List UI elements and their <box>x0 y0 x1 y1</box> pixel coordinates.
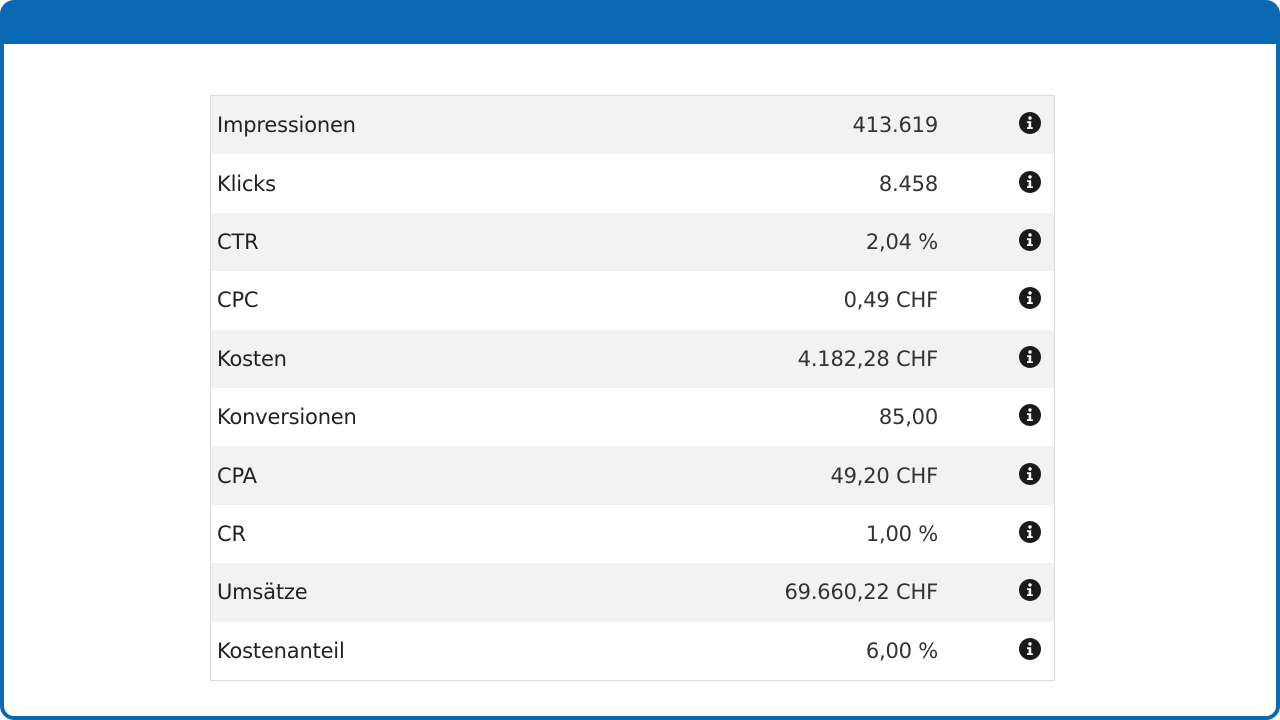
content-area: Impressionen 413.619 Klicks 8.458 CTR 2,… <box>4 44 1276 716</box>
info-icon[interactable] <box>1019 637 1041 660</box>
metric-label: Klicks <box>217 171 276 196</box>
info-icon[interactable] <box>1019 345 1041 368</box>
info-icon[interactable] <box>1019 112 1041 135</box>
info-icon[interactable] <box>1019 404 1041 427</box>
table-row-ctr: CTR 2,04 % <box>211 212 1054 272</box>
info-icon[interactable] <box>1019 520 1041 543</box>
table-row-umsaetze: Umsätze 69.660,22 CHF <box>211 563 1054 622</box>
metric-label: Konversionen <box>217 405 357 430</box>
metric-label: Kosten <box>217 346 287 371</box>
table-row-cr: CR 1,00 % <box>211 504 1054 564</box>
metric-value: 0,49 CHF <box>843 288 939 313</box>
metric-value: 85,00 <box>878 405 938 430</box>
metric-value: 4.182,28 CHF <box>797 346 939 371</box>
metric-value: 413.619 <box>852 113 939 138</box>
metric-label: CR <box>217 521 246 546</box>
metric-label: Impressionen <box>217 113 356 138</box>
metrics-table: Impressionen 413.619 Klicks 8.458 CTR 2,… <box>210 95 1055 681</box>
metric-label: CPA <box>217 463 257 488</box>
metric-value: 2,04 % <box>865 229 938 254</box>
metric-value: 6,00 % <box>865 638 938 663</box>
metric-value: 49,20 CHF <box>830 463 938 488</box>
table-row-kostenanteil: Kostenanteil 6,00 % <box>211 621 1054 680</box>
table-row-kosten: Kosten 4.182,28 CHF <box>211 329 1054 388</box>
info-icon[interactable] <box>1019 228 1041 251</box>
info-icon[interactable] <box>1019 287 1041 310</box>
metric-value: 69.660,22 CHF <box>784 580 939 605</box>
table-row-cpc: CPC 0,49 CHF <box>211 271 1054 330</box>
info-icon[interactable] <box>1019 462 1041 485</box>
metric-value: 8.458 <box>878 171 938 196</box>
metric-label: Umsätze <box>217 580 308 605</box>
info-icon[interactable] <box>1019 170 1041 193</box>
table-row-impressionen: Impressionen 413.619 <box>211 96 1054 155</box>
metric-value: 1,00 % <box>865 521 938 546</box>
table-row-konversionen: Konversionen 85,00 <box>211 387 1054 447</box>
metric-label: CTR <box>217 229 259 254</box>
metric-label: CPC <box>217 288 259 313</box>
metric-label: Kostenanteil <box>217 638 345 663</box>
table-row-cpa: CPA 49,20 CHF <box>211 446 1054 505</box>
table-row-klicks: Klicks 8.458 <box>211 154 1054 213</box>
info-icon[interactable] <box>1019 579 1041 602</box>
